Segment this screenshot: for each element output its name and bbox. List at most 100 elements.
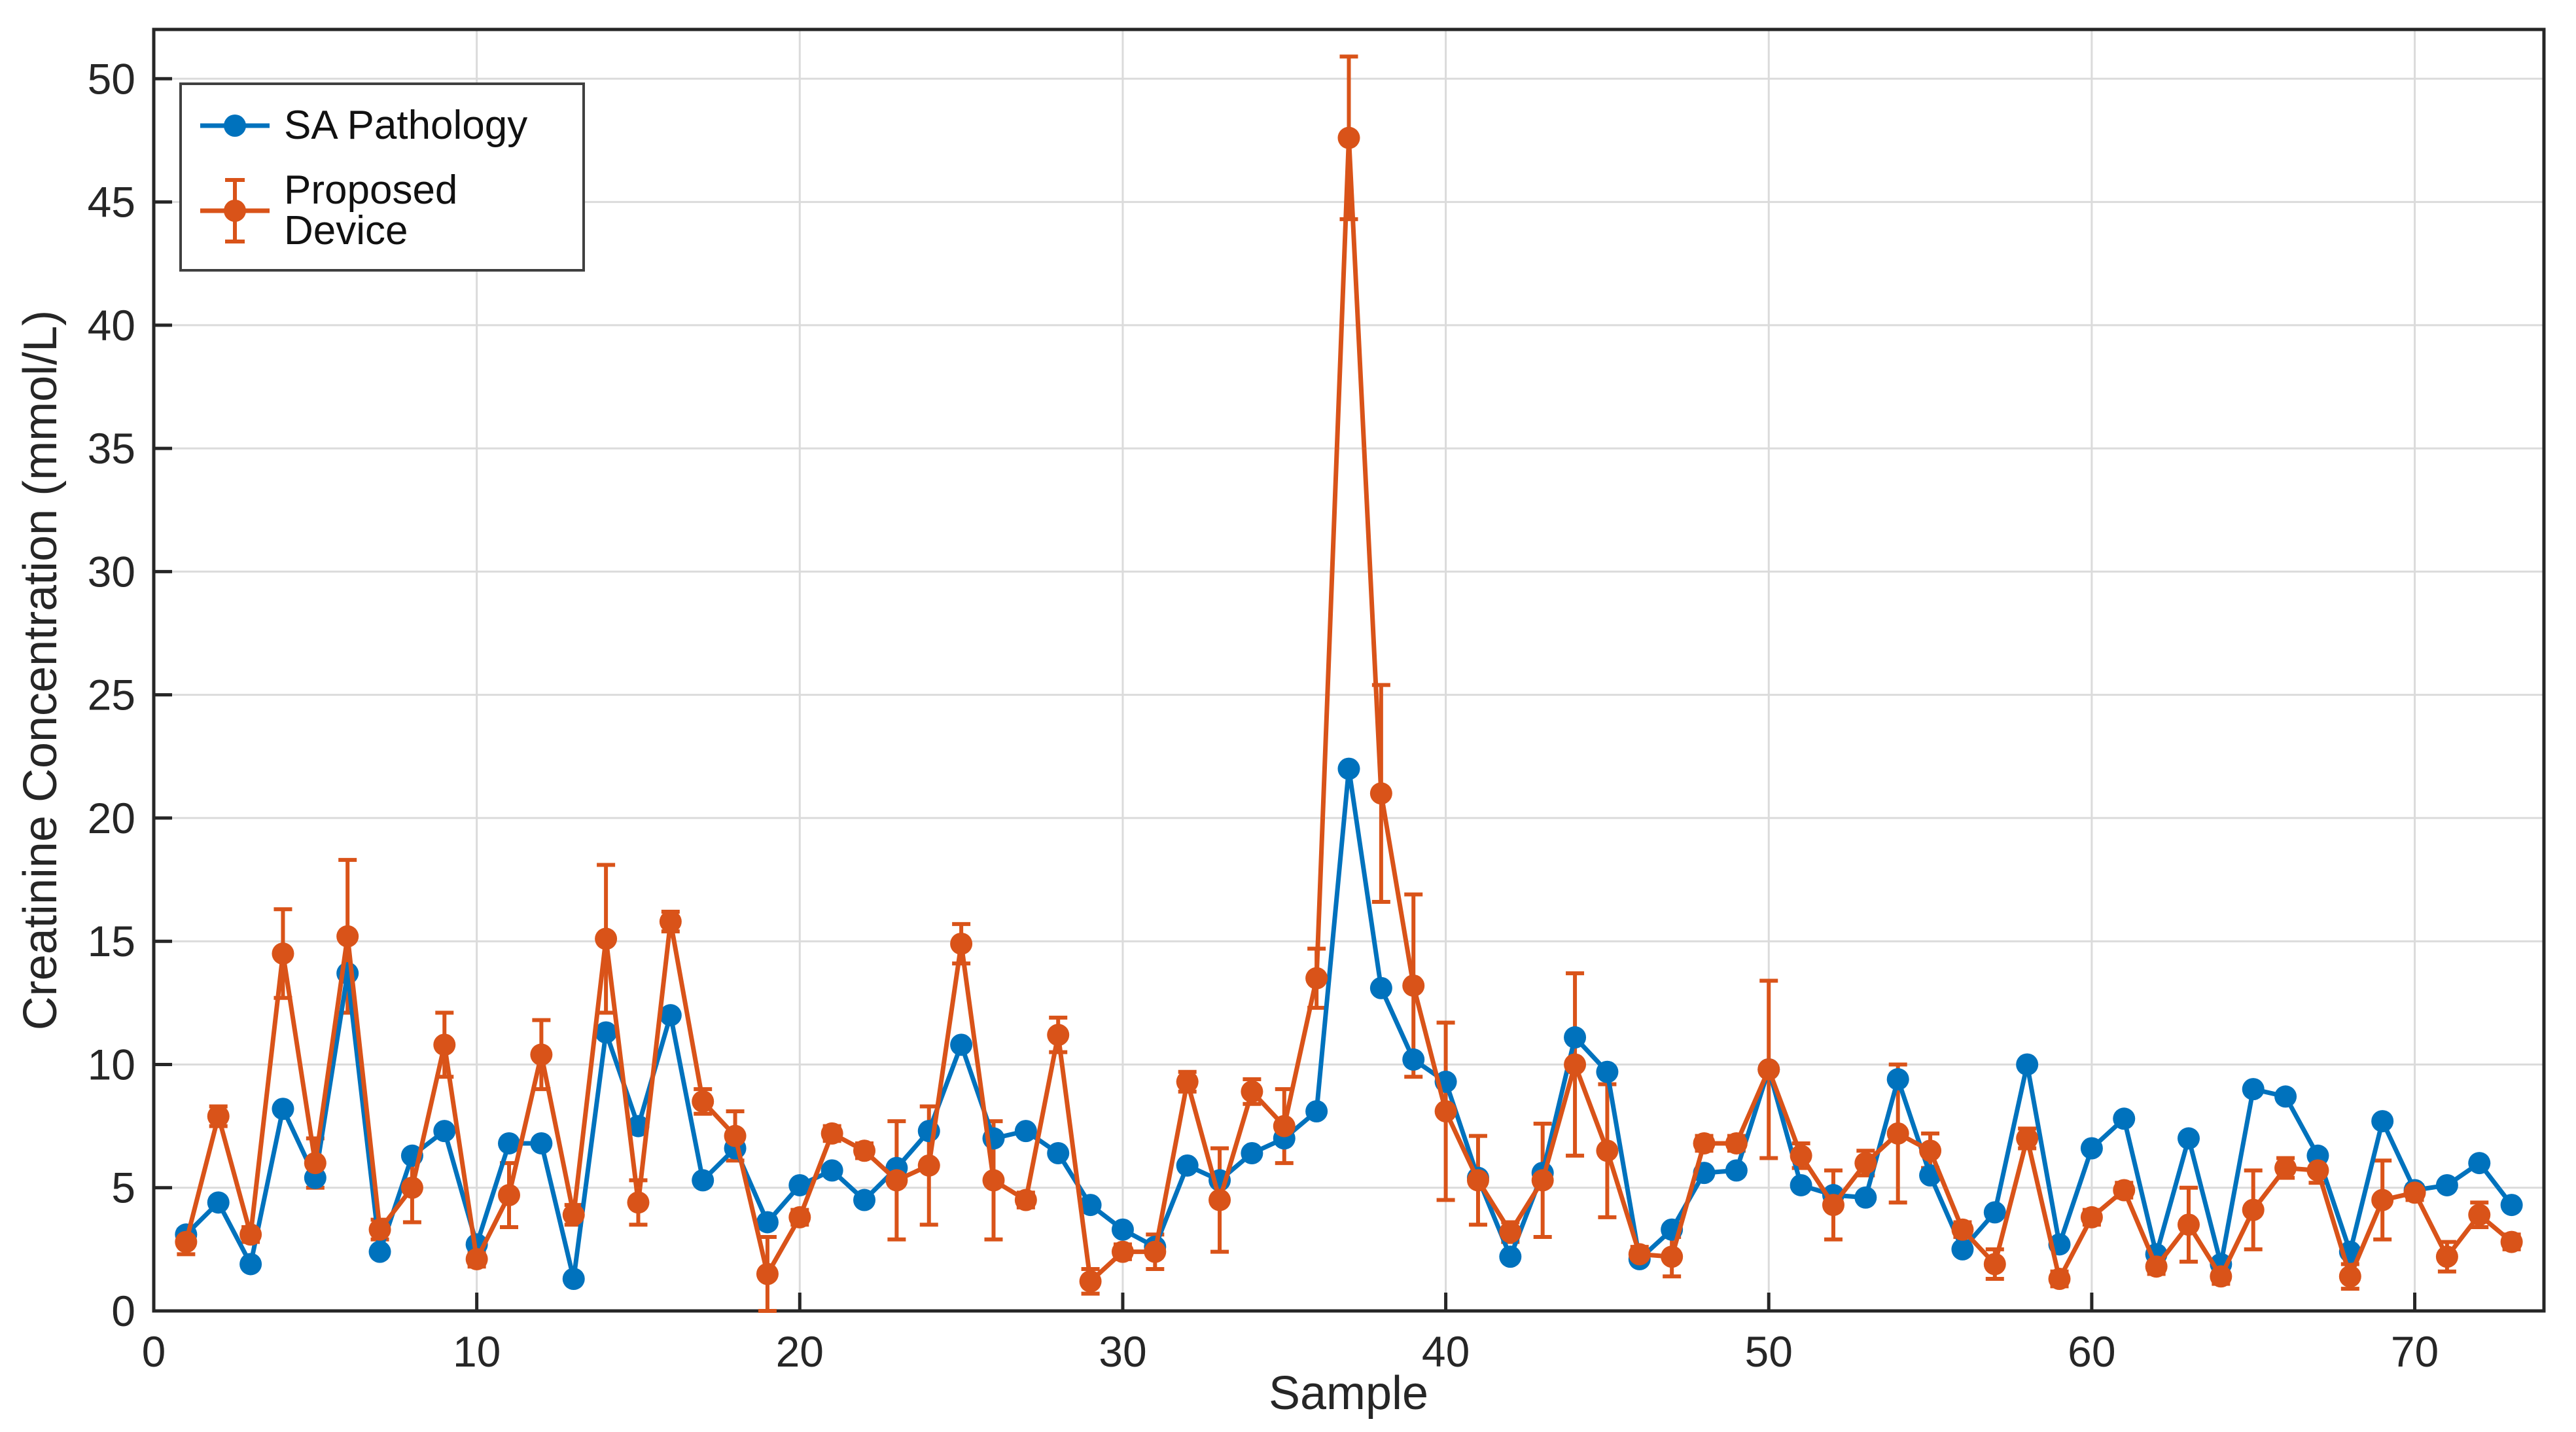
- proposed-device-marker: [788, 1206, 811, 1228]
- proposed-device-marker: [400, 1176, 423, 1199]
- y-tick-label: 30: [88, 547, 135, 596]
- sa-pathology-markers: [175, 757, 2523, 1291]
- sa-pathology-marker: [1176, 1154, 1199, 1177]
- proposed-device-marker: [2274, 1156, 2297, 1179]
- proposed-device-marker: [1434, 1100, 1457, 1123]
- y-tick-label: 25: [88, 671, 135, 719]
- errorbar-circle-marker-glyph: [200, 178, 270, 244]
- sa-pathology-marker: [2500, 1194, 2523, 1217]
- proposed-device-marker: [304, 1152, 326, 1175]
- proposed-device-marker: [1079, 1270, 1102, 1293]
- y-tick-label: 5: [111, 1164, 135, 1212]
- proposed-device-marker: [2080, 1206, 2103, 1228]
- proposed-device-marker: [2435, 1245, 2458, 1268]
- legend[interactable]: SA Pathology Proposed Device: [179, 82, 585, 272]
- sa-pathology-marker: [1014, 1120, 1037, 1143]
- sa-pathology-marker: [2468, 1152, 2491, 1175]
- proposed-device-marker: [1564, 1053, 1587, 1076]
- proposed-device-marker: [1725, 1132, 1748, 1155]
- sa-pathology-marker: [207, 1191, 230, 1214]
- sa-pathology-marker: [1854, 1186, 1877, 1209]
- legend-item-proposed-device[interactable]: Proposed Device: [199, 170, 582, 251]
- tick-marks: [152, 77, 2417, 1313]
- proposed-device-marker: [2371, 1189, 2394, 1211]
- proposed-device-marker: [820, 1122, 843, 1145]
- proposed-device-marker: [1176, 1070, 1199, 1093]
- y-tick-label: 15: [88, 917, 135, 965]
- sa-pathology-marker: [433, 1120, 456, 1143]
- proposed-device-marker: [207, 1105, 230, 1128]
- proposed-device-marker: [1983, 1253, 2006, 1276]
- x-tick-labels: 0 10 20 30 40 50 60 70: [142, 1327, 2439, 1376]
- proposed-device-marker: [1790, 1144, 1812, 1167]
- proposed-device-marker: [1305, 967, 1328, 990]
- x-tick-label: 0: [142, 1327, 166, 1376]
- proposed-device-marker: [1919, 1139, 1942, 1162]
- proposed-device-marker: [1047, 1024, 1070, 1047]
- proposed-device-marker: [1499, 1221, 1522, 1244]
- sa-pathology-marker: [272, 1098, 294, 1120]
- x-tick-label: 10: [453, 1327, 501, 1376]
- sa-pathology-marker: [1241, 1142, 1263, 1165]
- proposed-device-marker: [1596, 1139, 1619, 1162]
- proposed-device-marker: [756, 1262, 779, 1285]
- legend-item-sa-pathology[interactable]: SA Pathology: [199, 103, 582, 149]
- sa-pathology-marker: [853, 1189, 876, 1211]
- proposed-device-marker: [1531, 1169, 1554, 1192]
- sa-pathology-marker: [595, 1021, 618, 1044]
- axes-box: [152, 27, 2546, 1313]
- proposed-device-marker: [2016, 1127, 2039, 1150]
- proposed-device-marker: [2242, 1198, 2265, 1221]
- proposed-device-marker: [175, 1230, 198, 1253]
- sa-pathology-marker: [1790, 1173, 1812, 1196]
- sa-pathology-marker: [1111, 1218, 1134, 1241]
- proposed-device-marker: [1951, 1218, 1974, 1241]
- x-tick-label: 50: [1745, 1327, 1793, 1376]
- proposed-device-marker: [239, 1223, 262, 1246]
- sa-pathology-marker: [530, 1132, 553, 1155]
- proposed-device-marker: [2468, 1204, 2491, 1226]
- proposed-device-marker: [885, 1169, 908, 1192]
- sa-pathology-marker: [788, 1173, 811, 1196]
- sa-pathology-marker: [1596, 1060, 1619, 1083]
- sa-pathology-marker: [950, 1033, 973, 1056]
- sa-pathology-marker: [2435, 1173, 2458, 1196]
- sa-pathology-marker: [1305, 1100, 1328, 1123]
- proposed-device-marker: [2306, 1159, 2329, 1182]
- sa-pathology-marker: [239, 1253, 262, 1276]
- proposed-device-marker: [1014, 1189, 1037, 1211]
- sa-pathology-marker: [2016, 1053, 2039, 1076]
- y-tick-label: 35: [88, 424, 135, 473]
- proposed-device-marker: [2210, 1265, 2232, 1288]
- proposed-device-marker: [2338, 1265, 2361, 1288]
- sa-pathology-marker: [1337, 757, 1360, 780]
- sa-pathology-marker: [1725, 1159, 1748, 1182]
- proposed-device-marker: [1273, 1115, 1296, 1137]
- proposed-device-marker: [1144, 1240, 1167, 1263]
- proposed-device-marker: [1466, 1169, 1489, 1192]
- proposed-device-marker: [1822, 1194, 1844, 1217]
- proposed-device-marker: [1757, 1058, 1780, 1081]
- x-tick-label: 30: [1099, 1327, 1146, 1376]
- proposed-device-marker: [1628, 1243, 1651, 1266]
- sa-pathology-marker: [2371, 1110, 2394, 1133]
- sa-pathology-marker: [627, 1115, 650, 1137]
- y-tick-label: 10: [88, 1040, 135, 1088]
- proposed-device-marker: [272, 942, 294, 965]
- x-tick-label: 60: [2068, 1327, 2115, 1376]
- proposed-device-markers: [175, 126, 2523, 1293]
- y-tick-label: 50: [88, 54, 135, 103]
- proposed-device-marker: [2145, 1255, 2168, 1278]
- proposed-device-marker: [659, 910, 682, 933]
- proposed-device-marker: [917, 1154, 940, 1177]
- proposed-device-marker: [853, 1139, 876, 1162]
- sa-pathology-marker: [2274, 1085, 2297, 1108]
- x-tick-label: 40: [1422, 1327, 1470, 1376]
- sa-pathology-marker: [2242, 1078, 2265, 1101]
- proposed-device-marker: [950, 932, 973, 955]
- proposed-device-marker: [465, 1247, 488, 1270]
- sa-pathology-marker: [1499, 1245, 1522, 1268]
- proposed-device-marker: [433, 1033, 456, 1056]
